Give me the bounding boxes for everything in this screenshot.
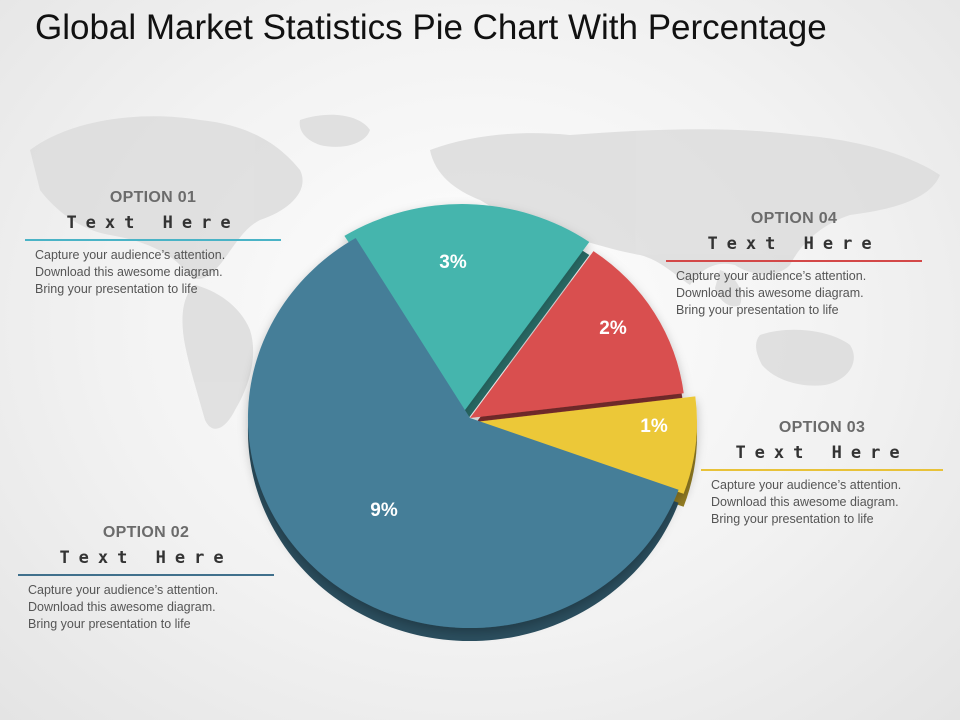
option-divider (701, 469, 943, 471)
option-subtitle: Text Here (66, 213, 240, 233)
slice-value-label: 9% (370, 500, 398, 521)
description-line: Download this awesome diagram. (676, 286, 864, 300)
option-divider (25, 239, 281, 241)
description-line: Download this awesome diagram. (711, 495, 899, 509)
pie-slice (344, 204, 590, 414)
option-subtitle: Text Here (59, 548, 233, 568)
slice-value-label: 1% (640, 416, 668, 437)
option-01-block: OPTION 01 Text Here Capture your audienc… (25, 189, 281, 298)
pie-slice (475, 396, 697, 494)
pie-slice (470, 251, 684, 418)
description-line: Capture your audience’s attention. (35, 248, 226, 262)
description-line: Bring your presentation to life (35, 282, 198, 296)
option-subtitle: Text Here (735, 443, 909, 463)
option-divider (18, 574, 274, 576)
page-title: Global Market Statistics Pie Chart With … (35, 8, 827, 47)
option-divider (666, 260, 922, 262)
option-03-block: OPTION 03 Text Here Capture your audienc… (701, 419, 943, 528)
description-line: Capture your audience’s attention. (711, 478, 902, 492)
option-title: OPTION 04 (750, 210, 838, 227)
option-title: OPTION 01 (109, 189, 197, 206)
description-line: Download this awesome diagram. (35, 265, 223, 279)
option-02-block: OPTION 02 Text Here Capture your audienc… (18, 524, 274, 633)
pie-slice (247, 238, 679, 629)
slice-value-label: 3% (439, 252, 467, 273)
option-description: Capture your audience’s attention. Downl… (18, 582, 274, 633)
option-description: Capture your audience’s attention. Downl… (701, 477, 943, 528)
option-title: OPTION 02 (102, 524, 190, 541)
slice-value-label: 2% (599, 318, 627, 339)
description-line: Bring your presentation to life (28, 617, 191, 631)
option-title: OPTION 03 (778, 419, 866, 436)
description-line: Bring your presentation to life (676, 303, 839, 317)
option-04-block: OPTION 04 Text Here Capture your audienc… (666, 210, 922, 319)
description-line: Capture your audience’s attention. (676, 269, 867, 283)
description-line: Bring your presentation to life (711, 512, 874, 526)
description-line: Download this awesome diagram. (28, 600, 216, 614)
option-description: Capture your audience’s attention. Downl… (25, 247, 281, 298)
option-description: Capture your audience’s attention. Downl… (666, 268, 922, 319)
option-subtitle: Text Here (707, 234, 881, 254)
description-line: Capture your audience’s attention. (28, 583, 219, 597)
